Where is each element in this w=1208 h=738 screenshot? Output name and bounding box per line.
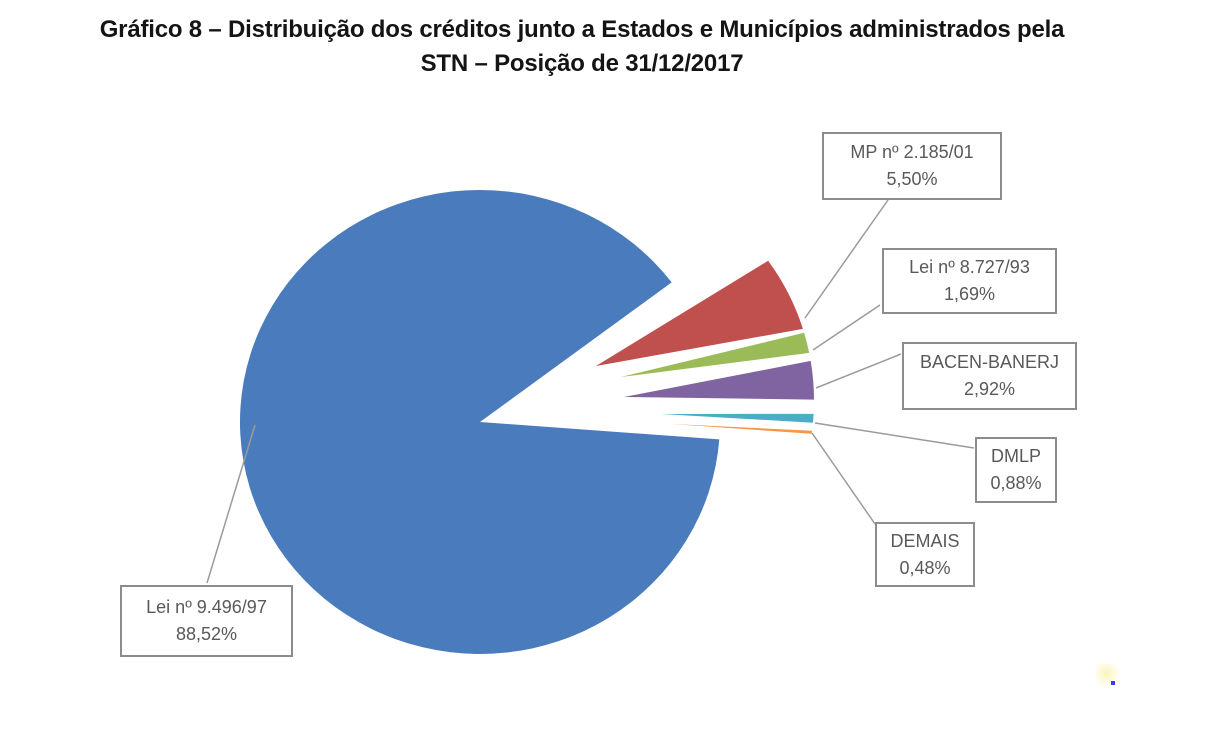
pie-slice-mp-n-2-185-01 — [596, 260, 803, 366]
callout-percent: 5,50% — [886, 169, 938, 189]
callout-bacen-banerj: BACEN-BANERJ 2,92% — [902, 342, 1077, 410]
chart-title-line2: STN – Posição de 31/12/2017 — [420, 50, 744, 78]
chart-title-line1: Gráfico 8 – Distribuição dos créditos ju… — [99, 16, 1065, 43]
pie-slice-bacen-banerj — [624, 360, 814, 400]
callout-label: Lei nº 8.727/93 — [909, 257, 1030, 277]
scan-artifact — [1096, 664, 1122, 688]
pie-slice-dmlp — [661, 413, 814, 423]
leader-line-2 — [812, 304, 881, 351]
leader-line-1 — [804, 199, 889, 319]
leader-line-3 — [815, 353, 902, 389]
callout-label: BACEN-BANERJ — [919, 352, 1060, 372]
callout-dmlp: DMLP 0,88% — [975, 437, 1057, 503]
leader-line-0 — [206, 424, 256, 584]
leader-line-5 — [811, 432, 876, 525]
callout-percent: 0,88% — [990, 473, 1042, 493]
callout-label: DEMAIS — [890, 530, 960, 551]
leader-line-4 — [814, 422, 975, 449]
pie-slice-lei-n-8-727-93 — [621, 332, 810, 377]
callout-percent: 0,48% — [899, 557, 951, 578]
scan-artifact-dot — [1111, 681, 1115, 685]
callout-percent: 1,69% — [943, 284, 996, 304]
callout-label: DMLP — [990, 446, 1041, 466]
callout-mp-2185: MP nº 2.185/01 5,50% — [822, 132, 1002, 200]
callout-demais: DEMAIS 0,48% — [875, 522, 975, 587]
callout-label: MP nº 2.185/01 — [850, 142, 974, 162]
pie-slice-lei-n-9-496-97 — [239, 189, 720, 654]
callout-lei-8727: Lei nº 8.727/93 1,69% — [882, 248, 1057, 314]
pie-slice-demais — [672, 424, 812, 434]
chart-title: Gráfico 8 – Distribuição dos créditos ju… — [0, 13, 1164, 81]
callout-label: Lei nº 9.496/97 — [146, 597, 267, 617]
callout-percent: 88,52% — [175, 624, 238, 644]
callout-percent: 2,92% — [963, 379, 1016, 399]
callout-lei-9496: Lei nº 9.496/97 88,52% — [120, 585, 293, 657]
